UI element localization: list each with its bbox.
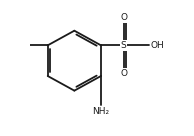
Text: O: O [120, 69, 127, 78]
Text: OH: OH [150, 41, 164, 50]
Text: NH₂: NH₂ [92, 107, 110, 116]
Text: S: S [121, 41, 126, 50]
Text: O: O [120, 13, 127, 22]
